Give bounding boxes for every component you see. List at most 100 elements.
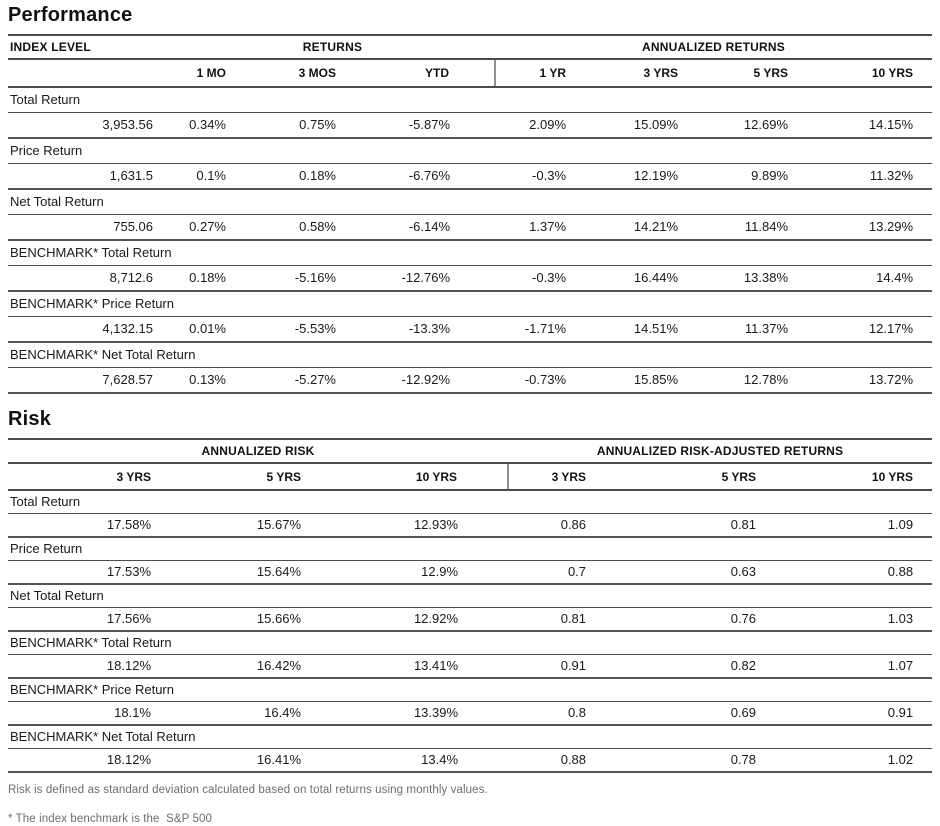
row-label-cell: BENCHMARK* Net Total Return (8, 342, 933, 368)
col-header-riskadj-5yrs: 5 YRS (603, 463, 774, 491)
value-cell: 0.1% (170, 163, 243, 190)
performance-table: INDEX LEVEL RETURNS ANNUALIZED RETURNS 1… (8, 34, 933, 394)
value-cell: 4,132.15 (8, 316, 170, 343)
value-cell: 0.86 (508, 513, 604, 538)
annualized-risk-group-header: ANNUALIZED RISK (8, 439, 509, 464)
value-cell: -13.3% (353, 316, 496, 343)
value-cell: 11.32% (805, 163, 933, 190)
table-row-label: BENCHMARK* Price Return (8, 291, 933, 317)
col-header-3yrs: 3 YRS (583, 59, 696, 88)
value-cell: 7,628.57 (8, 367, 170, 394)
value-cell: 0.81 (603, 513, 774, 538)
value-cell: -5.87% (353, 112, 496, 139)
performance-group-header-row: INDEX LEVEL RETURNS ANNUALIZED RETURNS (8, 35, 933, 60)
col-header-riskadj-10yrs: 10 YRS (773, 463, 933, 491)
value-cell: 17.56% (8, 607, 168, 632)
row-label-cell: Price Return (8, 138, 933, 164)
table-row-label: Net Total Return (8, 189, 933, 215)
value-cell: 0.81 (508, 607, 604, 632)
index-level-header: INDEX LEVEL (8, 35, 170, 60)
value-cell: 0.27% (170, 214, 243, 241)
value-cell: -12.76% (353, 265, 496, 292)
value-cell: 16.41% (168, 748, 318, 773)
value-cell: 0.69 (603, 701, 774, 726)
table-row-label: Price Return (8, 537, 933, 561)
value-cell: 0.75% (243, 112, 353, 139)
row-label-cell: Price Return (8, 537, 933, 561)
value-cell: 13.39% (318, 701, 509, 726)
table-row-values: 7,628.57 0.13% -5.27% -12.92% -0.73% 15.85% 12… (8, 367, 933, 394)
value-cell: 12.69% (695, 112, 806, 139)
value-cell: 0.58% (243, 214, 353, 241)
value-cell: -0.3% (495, 163, 584, 190)
risk-adjusted-group-header: ANNUALIZED RISK-ADJUSTED RETURNS (508, 439, 933, 464)
value-cell: 0.13% (170, 367, 243, 394)
row-label-cell: BENCHMARK* Total Return (8, 631, 933, 655)
col-header-5yrs: 5 YRS (695, 59, 806, 88)
row-label-cell: BENCHMARK* Net Total Return (8, 725, 933, 749)
value-cell: 3,953.56 (8, 112, 170, 139)
risk-section-title: Risk (8, 408, 52, 430)
table-row-values: 4,132.15 0.01% -5.53% -13.3% -1.71% 14.51% 11.… (8, 316, 933, 343)
table-row-label: BENCHMARK* Net Total Return (8, 725, 933, 749)
value-cell: 0.91 (773, 701, 933, 726)
value-cell: 11.84% (695, 214, 806, 241)
value-cell: 15.09% (583, 112, 696, 139)
value-cell: 1.07 (773, 654, 933, 679)
value-cell: 0.88 (773, 560, 933, 585)
value-cell: 0.91 (508, 654, 604, 679)
table-row-values: 18.12% 16.42% 13.41% 0.91 0.82 1.07 (8, 654, 933, 679)
table-row-values: 17.56% 15.66% 12.92% 0.81 0.76 1.03 (8, 607, 933, 632)
performance-column-header-row: 1 MO 3 MOS YTD 1 YR 3 YRS 5 YRS 10 YRS (8, 59, 933, 88)
value-cell: 0.18% (243, 163, 353, 190)
row-label-cell: Net Total Return (8, 584, 933, 608)
value-cell: 8,712.6 (8, 265, 170, 292)
value-cell: 12.92% (318, 607, 509, 632)
col-header-risk-10yrs: 10 YRS (318, 463, 509, 491)
value-cell: 12.9% (318, 560, 509, 585)
value-cell: 13.4% (318, 748, 509, 773)
footnotes: Risk is defined as standard deviation ca… (8, 784, 932, 825)
table-row-values: 3,953.56 0.34% 0.75% -5.87% 2.09% 15.09% 12.69… (8, 112, 933, 139)
value-cell: 15.64% (168, 560, 318, 585)
value-cell: -5.27% (243, 367, 353, 394)
table-row-label: BENCHMARK* Price Return (8, 678, 933, 702)
value-cell: -0.3% (495, 265, 584, 292)
value-cell: 0.01% (170, 316, 243, 343)
value-cell: 12.93% (318, 513, 509, 538)
value-cell: 17.58% (8, 513, 168, 538)
table-row-label: Total Return (8, 87, 933, 113)
row-label-cell: BENCHMARK* Total Return (8, 240, 933, 266)
table-row-values: 755.06 0.27% 0.58% -6.14% 1.37% 14.21% 11.84% 1… (8, 214, 933, 241)
value-cell: 11.37% (695, 316, 806, 343)
value-cell: 17.53% (8, 560, 168, 585)
value-cell: -0.73% (495, 367, 584, 394)
value-cell: 12.78% (695, 367, 806, 394)
row-label-cell: Total Return (8, 87, 933, 113)
value-cell: 0.8 (508, 701, 604, 726)
value-cell: 0.76 (603, 607, 774, 632)
risk-definition-footnote: Risk is defined as standard deviation ca… (8, 784, 488, 796)
value-cell: 15.85% (583, 367, 696, 394)
value-cell: 0.7 (508, 560, 604, 585)
risk-group-header-row: ANNUALIZED RISK ANNUALIZED RISK-ADJUSTED… (8, 439, 933, 464)
returns-group-header: RETURNS (170, 35, 496, 60)
empty-header-cell (8, 59, 170, 88)
table-row-label: BENCHMARK* Total Return (8, 631, 933, 655)
table-row-values: 17.58% 15.67% 12.93% 0.86 0.81 1.09 (8, 513, 933, 538)
value-cell: 13.38% (695, 265, 806, 292)
table-row-label: BENCHMARK* Net Total Return (8, 342, 933, 368)
value-cell: 0.82 (603, 654, 774, 679)
value-cell: 0.78 (603, 748, 774, 773)
value-cell: 18.12% (8, 654, 168, 679)
value-cell: 13.41% (318, 654, 509, 679)
value-cell: 15.66% (168, 607, 318, 632)
value-cell: 13.29% (805, 214, 933, 241)
table-row-values: 17.53% 15.64% 12.9% 0.7 0.63 0.88 (8, 560, 933, 585)
col-header-1yr: 1 YR (494, 59, 584, 88)
value-cell: 1.03 (773, 607, 933, 632)
value-cell: 16.42% (168, 654, 318, 679)
value-cell: 1.09 (773, 513, 933, 538)
value-cell: 1.37% (495, 214, 584, 241)
